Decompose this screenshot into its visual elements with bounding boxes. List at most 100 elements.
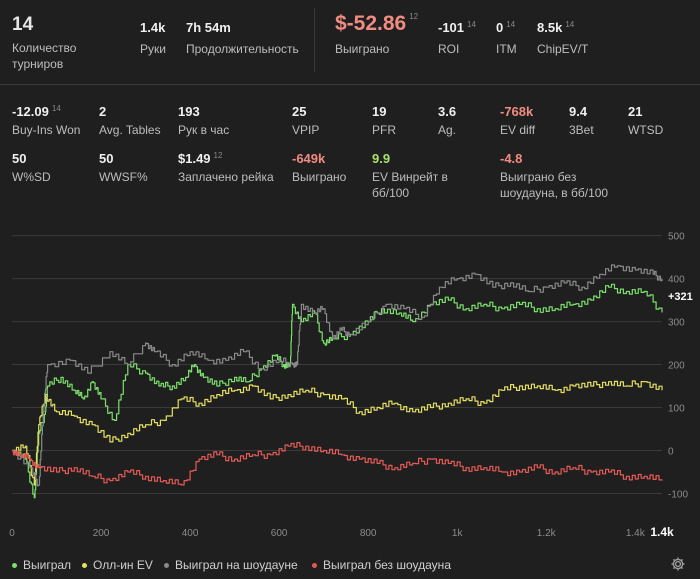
won-value: $-52.86 xyxy=(335,12,407,35)
stat-value: -4.8 xyxy=(500,151,523,166)
y-tick-label: 300 xyxy=(668,318,685,329)
stat-value: 3.6 xyxy=(438,104,457,119)
stat-count: 12 xyxy=(213,151,223,160)
stat-won-no-showdown: -4.8 Выиграно без шоудауна, в бб/100 xyxy=(500,151,630,201)
legend-item-showdown[interactable]: Выиграл на шоудауне xyxy=(164,558,298,572)
y-tick-label: 100 xyxy=(668,404,685,415)
y-tick-label: 0 xyxy=(668,447,674,458)
chipev-count: 14 xyxy=(565,20,575,29)
header-divider xyxy=(0,84,700,85)
legend-item-won[interactable]: Выиграл xyxy=(12,558,71,572)
stat-ev-diff: -768k EV diff xyxy=(500,104,535,138)
stat-value: 21 xyxy=(628,104,643,119)
won-label: Выиграно xyxy=(335,42,390,56)
y-axis-ticks: 500 400 300 200 100 0 -100 xyxy=(668,232,688,501)
y-tick-label: 200 xyxy=(668,361,685,372)
stat-avg-tables: 2 Avg. Tables xyxy=(99,104,161,138)
series-line-2 xyxy=(12,264,663,487)
roi-value: -101 xyxy=(438,20,465,35)
itm-label: ITM xyxy=(496,42,517,56)
stat-hands-per-hour: 193 Рук в час xyxy=(178,104,229,138)
stat-label: VPIP xyxy=(292,123,320,137)
stat-ag: 3.6 Ag. xyxy=(438,104,456,138)
stat-won-chips: -649k Выиграно xyxy=(292,151,346,185)
stat-value: 19 xyxy=(372,104,387,119)
tournaments-label: Количество турниров xyxy=(12,41,77,71)
chart-series xyxy=(12,264,663,499)
legend-dot xyxy=(164,563,169,569)
stat-label: Заплачено рейка xyxy=(178,170,274,184)
x-axis-ticks: 0 200 400 600 800 1k 1.2k 1.4k xyxy=(9,528,646,539)
y-tick-label: 400 xyxy=(668,275,685,286)
summary-chipev: 8.5k 14 ChipEV/T xyxy=(537,20,588,57)
stat-vpip: 25 VPIP xyxy=(292,104,319,138)
stat-3bet: 9.4 3Bet xyxy=(569,104,594,138)
duration-value: 7h 54m xyxy=(186,20,231,35)
x-tick-label: 0 xyxy=(9,528,15,539)
stat-value: 50 xyxy=(12,151,27,166)
summary-tournaments: 14 Количество турниров xyxy=(12,14,102,72)
tournaments-value: 14 xyxy=(12,14,34,35)
stat-label: PFR xyxy=(372,123,396,137)
roi-count: 14 xyxy=(467,20,476,29)
stat-value: 9.4 xyxy=(569,104,588,119)
itm-value: 0 xyxy=(496,20,504,35)
summary-duration: 7h 54m Продолжительность xyxy=(186,20,299,57)
legend-item-allin-ev[interactable]: Олл-ин EV xyxy=(82,558,153,572)
profit-chart[interactable]: 500 400 300 200 100 0 -100 0 200 400 600 800 1k 1.2k… xyxy=(0,215,700,555)
legend-label: Выиграл xyxy=(23,558,72,572)
legend-dot xyxy=(82,563,87,569)
itm-count: 14 xyxy=(506,20,516,29)
hands-label: Руки xyxy=(140,42,166,56)
x-tick-label: 1k xyxy=(452,528,464,539)
stat-wtsd: 21 WTSD xyxy=(628,104,663,138)
stat-buyins-won: -12.09 14 Buy-Ins Won xyxy=(12,104,80,138)
x-tick-label: 1.2k xyxy=(537,528,557,539)
stat-label: Avg. Tables xyxy=(99,123,161,137)
summary-divider xyxy=(314,8,315,72)
hands-value: 1.4k xyxy=(140,20,166,35)
summary-roi: -101 14 ROI xyxy=(438,20,476,57)
x-tick-label: 600 xyxy=(271,528,288,539)
chipev-value: 8.5k xyxy=(537,20,563,35)
series-line-1 xyxy=(12,380,663,486)
stat-label: Buy-Ins Won xyxy=(12,123,81,137)
legend-item-no-showdown[interactable]: Выиграл без шоудауна xyxy=(312,558,451,572)
summary-itm: 0 14 ITM xyxy=(496,20,517,57)
stat-label: EV Винрейт в бб/100 xyxy=(372,170,448,200)
stat-label: EV diff xyxy=(500,123,536,137)
roi-label: ROI xyxy=(438,42,460,56)
legend-dot xyxy=(312,563,317,569)
legend-label: Выиграл без шоудауна xyxy=(323,558,451,572)
legend-label: Выиграл на шоудауне xyxy=(175,558,298,572)
stat-count: 14 xyxy=(51,104,61,113)
stat-wwsf: 50 WWSF% xyxy=(99,151,148,185)
x-end-label: 1.4k xyxy=(650,525,674,539)
stat-label: Рук в час xyxy=(178,123,230,137)
stat-ev-winrate: 9.9 EV Винрейт в бб/100 xyxy=(372,151,482,201)
stat-wsd: 50 W%SD xyxy=(12,151,51,185)
end-value-label: +321 xyxy=(668,291,693,303)
legend-label: Олл-ин EV xyxy=(93,558,153,572)
stat-value: $1.49 xyxy=(178,151,211,166)
series-line-3 xyxy=(12,442,663,486)
stat-rake: $1.49 12 Заплачено рейка xyxy=(178,151,274,185)
stat-value: -768k xyxy=(500,104,534,119)
y-tick-label: 500 xyxy=(668,232,685,243)
stat-value: 2 xyxy=(99,104,107,119)
stat-label: Ag. xyxy=(438,123,457,137)
stat-label: 3Bet xyxy=(569,123,594,137)
x-tick-label: 200 xyxy=(93,528,110,539)
stat-pfr: 19 PFR xyxy=(372,104,396,138)
stat-value: 9.9 xyxy=(372,151,391,166)
summary-hands: 1.4k Руки xyxy=(140,20,166,57)
stat-label: WWSF% xyxy=(99,170,148,184)
x-tick-label: 800 xyxy=(360,528,377,539)
stat-label: Выиграно без шоудауна, в бб/100 xyxy=(500,170,609,200)
gear-icon[interactable] xyxy=(670,556,686,572)
stat-label: WTSD xyxy=(628,123,664,137)
summary-won: $-52.86 12 Выиграно xyxy=(335,12,418,57)
chart-grid xyxy=(12,235,662,495)
stat-value: -12.09 xyxy=(12,104,49,119)
duration-label: Продолжительность xyxy=(186,42,299,56)
